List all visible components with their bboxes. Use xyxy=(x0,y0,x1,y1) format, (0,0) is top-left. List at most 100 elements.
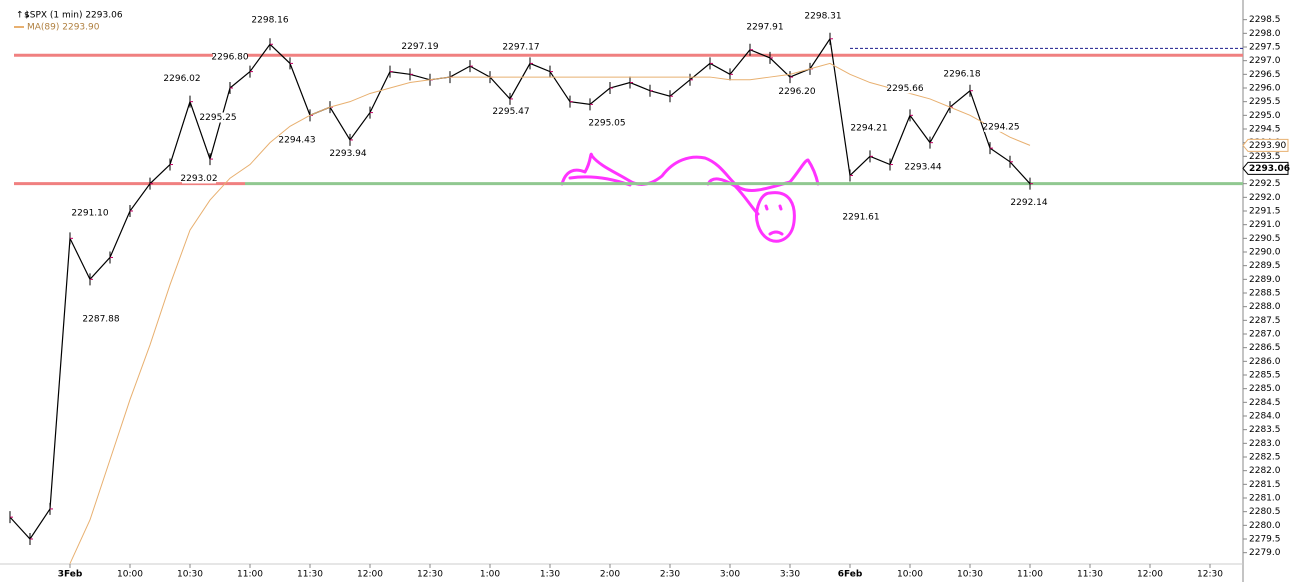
x-tick-label: 10:00 xyxy=(117,570,143,580)
annotation-bg xyxy=(748,21,782,32)
y-tick-label: 2281.0 xyxy=(1249,494,1281,504)
y-tick-label: 2279.5 xyxy=(1249,535,1281,545)
x-tick-label: 3Feb xyxy=(58,570,83,580)
doodle xyxy=(560,152,820,243)
y-tick-label: 2296.0 xyxy=(1249,84,1281,94)
annotation: 2291.61 xyxy=(842,212,879,222)
ma-last-tag: 2293.90 xyxy=(1249,141,1286,151)
ma-line xyxy=(69,62,1031,564)
annotation: 2296.02 xyxy=(163,74,200,84)
annotation: 2296.80 xyxy=(211,53,248,63)
annotation-bg xyxy=(280,134,314,145)
x-tick-label: 12:00 xyxy=(357,570,383,580)
y-tick-label: 2291.0 xyxy=(1249,220,1281,230)
y-tick-label: 2289.5 xyxy=(1249,261,1281,271)
annotation: 2297.17 xyxy=(502,43,539,53)
annotation: 2295.47 xyxy=(492,107,529,117)
x-tick-label: 10:30 xyxy=(957,570,983,580)
x-tick-label: 12:00 xyxy=(1137,570,1163,580)
annotation-bg xyxy=(84,313,118,324)
y-tick-label: 2281.5 xyxy=(1249,480,1281,490)
ma-last-tag-box xyxy=(1242,138,1289,152)
y-tick-label: 2291.5 xyxy=(1249,207,1281,217)
annotation: 2293.02 xyxy=(180,174,217,184)
annotation-bg xyxy=(590,117,624,128)
annotation-bg xyxy=(780,86,814,97)
x-tick-label: 11:30 xyxy=(297,570,323,580)
x-tick-label: 12:30 xyxy=(417,570,443,580)
annotation: 2293.44 xyxy=(904,162,941,172)
y-tick-label: 2282.5 xyxy=(1249,453,1281,463)
annotation-bg xyxy=(253,14,287,25)
y-tick-label: 2295.0 xyxy=(1249,111,1281,121)
x-tick-label: 12:30 xyxy=(1197,570,1223,580)
y-tick-label: 2287.0 xyxy=(1249,330,1281,340)
annotation: 2292.14 xyxy=(1010,198,1047,208)
annotation-bg xyxy=(945,69,979,80)
y-tick-label: 2285.5 xyxy=(1249,371,1281,381)
y-tick-label: 2290.0 xyxy=(1249,248,1281,258)
y-tick-label: 2294.5 xyxy=(1249,125,1281,135)
x-tick-label: 10:00 xyxy=(897,570,923,580)
annotation-bg xyxy=(494,106,528,117)
annotation: 2296.20 xyxy=(778,87,815,97)
y-tick-label: 2293.5 xyxy=(1249,152,1281,162)
annotation-bg xyxy=(852,122,886,133)
y-tick-label: 2286.0 xyxy=(1249,357,1281,367)
annotation: 2291.10 xyxy=(71,208,108,218)
annotation-bg xyxy=(844,211,878,222)
y-tick-label: 2283.5 xyxy=(1249,425,1281,435)
annotation-bg xyxy=(213,52,247,63)
annotation: 2297.19 xyxy=(401,42,438,52)
x-tick-label: 2:30 xyxy=(660,570,680,580)
y-tick-label: 2298.5 xyxy=(1249,15,1281,25)
y-tick-label: 2284.0 xyxy=(1249,412,1281,422)
y-tick-label: 2279.0 xyxy=(1249,548,1281,558)
annotation: 2298.31 xyxy=(804,11,841,21)
annotation-bg xyxy=(201,112,235,123)
annotation: 2295.66 xyxy=(886,84,923,94)
y-tick-label: 2285.0 xyxy=(1249,384,1281,394)
annotation: 2294.21 xyxy=(850,123,887,133)
x-tick-label: 2:00 xyxy=(600,570,620,580)
y-tick-label: 2296.5 xyxy=(1249,70,1281,80)
y-tick-label: 2288.5 xyxy=(1249,289,1281,299)
annotation: 2295.05 xyxy=(588,118,625,128)
annotation-bg xyxy=(403,41,437,52)
annotation: 2293.94 xyxy=(329,149,366,159)
annotation-bg xyxy=(182,173,216,184)
y-tick-label: 2288.0 xyxy=(1249,302,1281,312)
y-tick-label: 2289.0 xyxy=(1249,275,1281,285)
annotation: 2294.43 xyxy=(278,135,315,145)
y-tick-label: 2284.5 xyxy=(1249,398,1281,408)
annotation: 2295.25 xyxy=(199,113,236,123)
y-tick-label: 2292.5 xyxy=(1249,179,1281,189)
y-tick-label: 2287.5 xyxy=(1249,316,1281,326)
annotation: 2297.91 xyxy=(746,22,783,32)
y-tick-label: 2295.5 xyxy=(1249,97,1281,107)
annotation: 2287.88 xyxy=(82,314,119,324)
x-tick-label: 11:30 xyxy=(1077,570,1103,580)
annotation-bg xyxy=(1012,197,1046,208)
icon: ↑↓ xyxy=(16,11,31,21)
y-tick-label: 2297.0 xyxy=(1249,56,1281,66)
y-tick-label: 2282.0 xyxy=(1249,466,1281,476)
x-tick-label: 11:00 xyxy=(237,570,263,580)
x-tick-label: 3:30 xyxy=(780,570,800,580)
ma-legend: MA(89) 2293.90 xyxy=(27,23,100,33)
x-tick-label: 6Feb xyxy=(838,570,863,580)
x-tick-label: 10:30 xyxy=(177,570,203,580)
annotation-bg xyxy=(504,42,538,53)
last-price-tag: 2293.06 xyxy=(1249,164,1290,174)
annotation: 2296.18 xyxy=(943,70,980,80)
annotation-bg xyxy=(331,148,365,159)
price-line xyxy=(9,37,1031,540)
annotation: 2298.16 xyxy=(251,15,288,25)
x-tick-label: 3:00 xyxy=(720,570,740,580)
annotation: 2294.25 xyxy=(982,122,1019,132)
y-tick-label: 2280.0 xyxy=(1249,521,1281,531)
y-tick-label: 2292.0 xyxy=(1249,193,1281,203)
x-tick-label: 11:00 xyxy=(1017,570,1043,580)
x-tick-label: 1:00 xyxy=(480,570,500,580)
